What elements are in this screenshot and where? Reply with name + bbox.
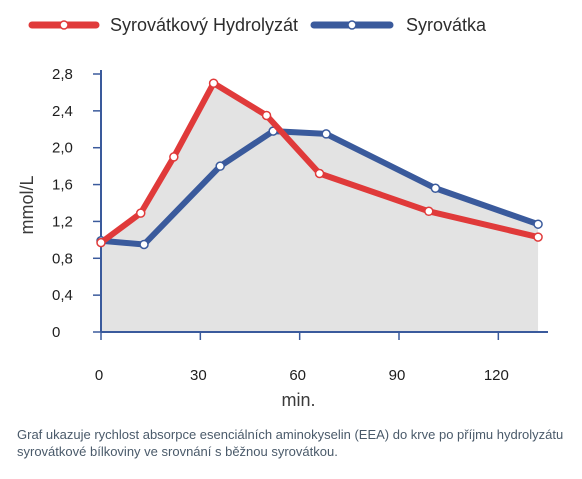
- series-hydrolyzat: [96, 78, 543, 248]
- legend-swatch-marker: [347, 20, 357, 30]
- legend-label: Syrovátka: [406, 15, 487, 35]
- series-layer: [96, 78, 543, 250]
- data-point: [533, 232, 543, 242]
- x-tick-label: 60: [289, 367, 306, 384]
- x-axis-title: min.: [281, 390, 315, 410]
- data-point: [139, 239, 149, 250]
- data-point: [314, 168, 325, 179]
- y-tick-label: 0,8: [52, 250, 73, 267]
- data-point: [208, 78, 219, 88]
- y-axis-title: mmol/L: [17, 175, 37, 234]
- y-tick-label: 0,4: [52, 287, 73, 304]
- x-tick-label: 120: [484, 367, 509, 384]
- series-line: [98, 80, 542, 246]
- chart-caption: Graf ukazuje rychlost absorpce esenciáln…: [17, 427, 564, 459]
- legend-item: Syrovátka: [310, 15, 487, 35]
- y-tick-label: 2,8: [52, 66, 73, 83]
- y-tick-label: 2,4: [52, 103, 73, 120]
- x-tick-label: 30: [190, 367, 207, 384]
- data-point: [533, 219, 543, 229]
- y-tick-label: 1,2: [52, 213, 73, 230]
- legend: Syrovátkový Hydrolyzát Syrovátka: [28, 15, 487, 35]
- legend-swatch-marker: [59, 20, 69, 30]
- legend-label: Syrovátkový Hydrolyzát: [110, 15, 298, 35]
- data-point: [215, 161, 225, 171]
- x-tick-label: 90: [389, 367, 406, 384]
- y-tick-label: 0: [52, 324, 60, 341]
- area-fill: [101, 83, 539, 333]
- data-point: [424, 206, 434, 217]
- data-point: [430, 183, 441, 194]
- y-tick-label: 2,0: [52, 140, 73, 157]
- x-tick-label: 0: [95, 367, 103, 384]
- data-point: [135, 208, 146, 218]
- data-point: [96, 237, 106, 248]
- legend-item: Syrovátkový Hydrolyzát: [28, 15, 298, 35]
- data-point: [321, 129, 331, 139]
- y-tick-label: 1,6: [52, 177, 73, 194]
- data-point: [261, 110, 272, 121]
- axes: 0 0,4 0,8 1,2 1,6 2,0 2,4 2,8 0 30 60 90 120: [52, 66, 548, 384]
- data-point: [169, 152, 179, 162]
